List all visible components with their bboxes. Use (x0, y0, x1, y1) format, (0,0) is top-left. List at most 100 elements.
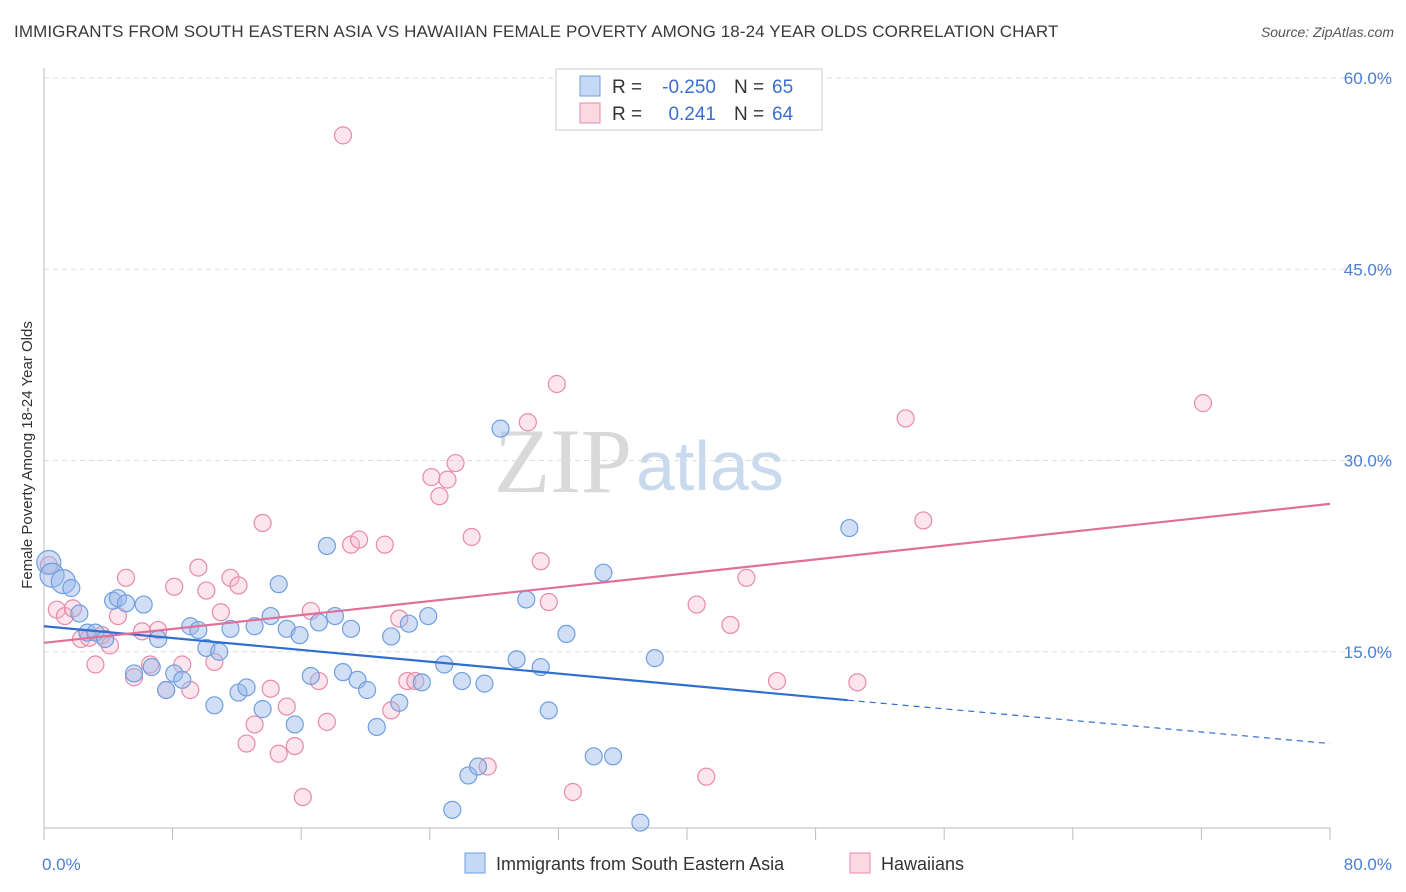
immigrants-point (584, 747, 603, 766)
y-tick-label-15: 15.0% (1344, 643, 1392, 662)
immigrants-point (134, 595, 153, 614)
bottom-legend-swatch-blue (464, 852, 486, 874)
hawaiians-point (697, 767, 716, 786)
immigrants-point (301, 666, 320, 686)
immigrants-point (173, 670, 192, 689)
immigrants-point (399, 614, 419, 633)
immigrants-point (419, 606, 438, 626)
immigrants-point (412, 673, 431, 692)
chart-title: IMMIGRANTS FROM SOUTH EASTERN ASIA VS HA… (14, 22, 1059, 41)
immigrants-point (539, 701, 558, 720)
bottom-legend-label-pink: Hawaiians (881, 854, 964, 874)
hawaiians-trend-line (43, 502, 1331, 644)
hawaiians-point (767, 671, 787, 691)
hawaiians-point (438, 470, 457, 489)
immigrants-point (245, 617, 264, 636)
bottom-legend: Immigrants from South Eastern Asia Hawai… (464, 852, 964, 874)
y-tick-label-45: 45.0% (1344, 260, 1392, 279)
hawaiians-point (1193, 394, 1213, 413)
hawaiians-point (317, 712, 337, 731)
immigrants-point (124, 664, 144, 683)
hawaiians-point (914, 511, 933, 530)
immigrants-point (594, 563, 613, 582)
hawaiians-point (406, 671, 425, 691)
immigrants-point (290, 626, 309, 645)
hawaiians-point (116, 568, 136, 587)
legend-n-label-pink: N = (734, 104, 764, 125)
immigrants-point (443, 800, 462, 819)
hawaiians-point (848, 673, 867, 692)
hawaiians-point (189, 558, 208, 577)
hawaiians-point (687, 595, 706, 614)
immigrants-point (367, 717, 386, 737)
immigrants-point (309, 613, 328, 632)
hawaiians-point (229, 576, 248, 595)
source-label: Source: ZipAtlas.com (1260, 24, 1394, 40)
hawaiians-point (293, 787, 312, 807)
bottom-legend-label-blue: Immigrants from South Eastern Asia (496, 854, 785, 874)
immigrants-point (603, 747, 623, 766)
x-axis-ticks (43, 828, 1331, 840)
x-tick-label-min: 0.0% (42, 855, 81, 874)
hawaiians-point (333, 126, 353, 145)
immigrants-point (205, 696, 224, 715)
immigrants-point (475, 674, 494, 693)
immigrants-trend-extension (847, 699, 1331, 745)
hawaiians-point (261, 679, 280, 698)
hawaiians-point (547, 374, 566, 394)
immigrants-point (358, 680, 377, 700)
legend-r-label-blue: R = (612, 77, 642, 98)
hawaiians-point (462, 527, 481, 547)
immigrants-point (631, 813, 650, 832)
legend-r-label-pink: R = (612, 104, 642, 125)
immigrants-trend-line (43, 625, 848, 702)
immigrants-point (517, 590, 536, 609)
y-tick-labels: 15.0% 30.0% 45.0% 60.0% (1344, 69, 1392, 662)
immigrants-point (645, 649, 664, 668)
immigrants-point (189, 620, 208, 640)
hawaiians-point (430, 487, 449, 506)
watermark-atlas: atlas (636, 427, 784, 505)
immigrants-point (70, 604, 89, 623)
immigrants-point (285, 715, 304, 734)
immigrants-point (390, 693, 409, 712)
legend-n-label-blue: N = (734, 77, 764, 98)
hawaiians-point (124, 668, 144, 687)
series-hawaiians (39, 126, 1213, 807)
immigrants-point (557, 624, 576, 644)
hawaiians-point (86, 655, 105, 674)
gridlines (44, 77, 1392, 653)
hawaiians-point (721, 615, 740, 635)
immigrants-point (149, 629, 168, 649)
hawaiians-point (539, 592, 558, 612)
immigrants-point (210, 642, 229, 661)
immigrants-point (491, 419, 510, 438)
hawaiians-point (253, 513, 272, 533)
immigrants-point (237, 678, 256, 697)
immigrants-point (62, 578, 81, 598)
hawaiians-point (205, 652, 224, 672)
immigrants-point (333, 663, 353, 682)
hawaiians-point (478, 757, 497, 776)
immigrants-point (142, 657, 161, 677)
immigrants-point (507, 650, 526, 669)
legend-n-value-pink: 64 (772, 104, 794, 125)
legend-n-value-blue: 65 (772, 77, 793, 98)
hawaiians-point (896, 409, 915, 428)
immigrants-point (261, 606, 280, 626)
hawaiians-point (269, 744, 288, 763)
hawaiians-point (390, 609, 409, 628)
immigrants-point (382, 627, 401, 646)
x-tick-label-max: 80.0% (1344, 855, 1392, 874)
y-tick-label-30: 30.0% (1344, 452, 1392, 471)
immigrants-point (253, 700, 272, 719)
immigrants-point (317, 536, 337, 556)
legend-swatch-pink (579, 102, 601, 124)
hawaiians-point (197, 581, 216, 600)
hawaiians-point (737, 568, 756, 587)
hawaiians-point (349, 530, 369, 549)
legend-swatch-blue (579, 75, 601, 97)
immigrants-point (452, 671, 472, 691)
hawaiians-point (277, 697, 296, 716)
